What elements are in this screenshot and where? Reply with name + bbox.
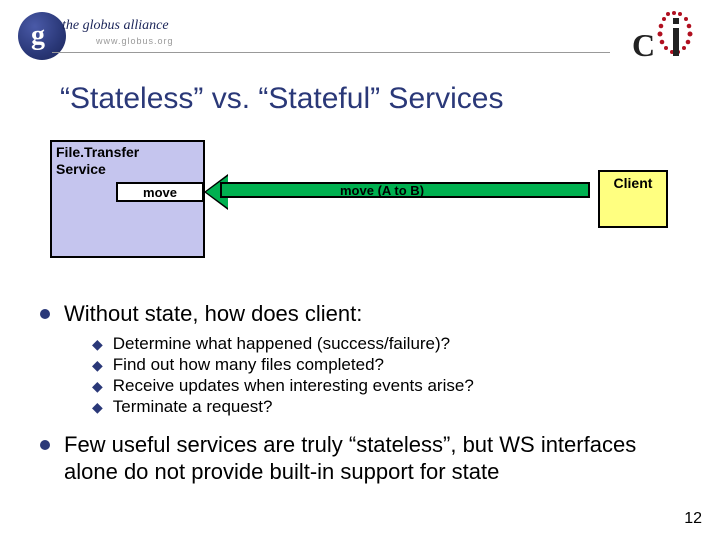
slide-title: “Stateless” vs. “Stateful” Services (60, 82, 503, 116)
sub-text: Find out how many files completed? (113, 355, 384, 375)
sub-list: ◆ Determine what happened (success/failu… (92, 334, 680, 417)
arrow-label: move (A to B) (340, 183, 424, 198)
globus-url: www.globus.org (96, 36, 174, 46)
page-number: 12 (684, 510, 702, 528)
svg-text:C: C (632, 27, 655, 63)
sub-marker-icon: ◆ (92, 336, 103, 353)
sub-text: Determine what happened (success/failure… (113, 334, 450, 354)
bullet-text: Without state, how does client: (64, 300, 362, 328)
service-box: File.Transfer Service move (50, 140, 205, 258)
client-box: Client (598, 170, 668, 228)
sub-text: Terminate a request? (113, 397, 273, 417)
bullet-item: Few useful services are truly “stateless… (40, 431, 680, 486)
header: g the globus alliance www.globus.org C (0, 0, 720, 75)
sub-item: ◆ Receive updates when interesting event… (92, 376, 680, 396)
service-title: File.Transfer Service (56, 144, 156, 178)
sub-text: Receive updates when interesting events … (113, 376, 474, 396)
sub-marker-icon: ◆ (92, 399, 103, 416)
sub-marker-icon: ◆ (92, 378, 103, 395)
sub-item: ◆ Determine what happened (success/failu… (92, 334, 680, 354)
sub-item: ◆ Terminate a request? (92, 397, 680, 417)
sub-marker-icon: ◆ (92, 357, 103, 374)
content: Without state, how does client: ◆ Determ… (40, 300, 680, 492)
globus-logo: g the globus alliance www.globus.org (18, 12, 228, 67)
sub-item: ◆ Find out how many files completed? (92, 355, 680, 375)
move-operation-box: move (116, 182, 204, 202)
bullet-item: Without state, how does client: (40, 300, 680, 328)
bullet-dot-icon (40, 309, 50, 319)
diagram: File.Transfer Service move move (A to B)… (50, 140, 670, 260)
globus-g-letter: g (31, 20, 45, 52)
globus-text: the globus alliance (62, 18, 169, 34)
ci-logo-icon: C (630, 8, 700, 66)
bullet-dot-icon (40, 440, 50, 450)
header-divider (52, 52, 610, 53)
bullet-text: Few useful services are truly “stateless… (64, 431, 680, 486)
